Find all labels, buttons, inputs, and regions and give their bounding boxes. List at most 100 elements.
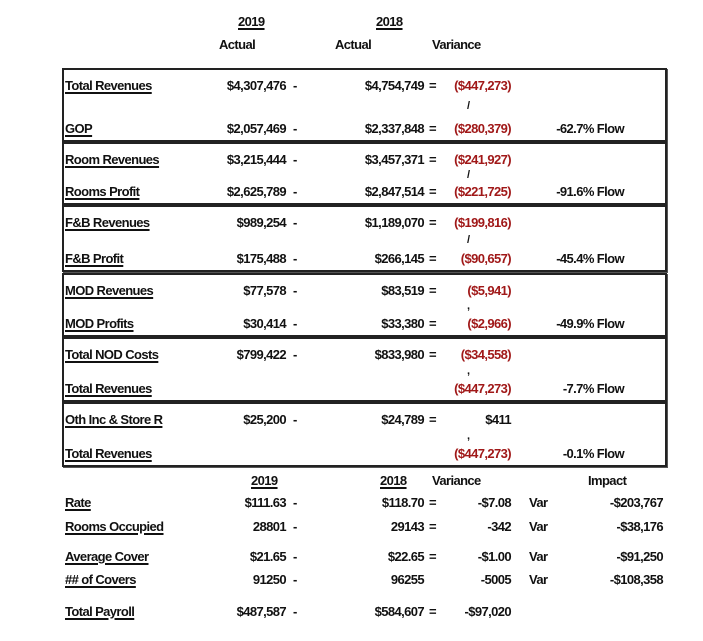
impact-value: -$91,250	[616, 549, 663, 564]
var-label: Var	[529, 495, 548, 510]
minus-sign: -	[293, 251, 297, 266]
variance-value: ($241,927)	[454, 152, 511, 167]
minus-sign: -	[293, 78, 297, 93]
row-label: Average Cover	[65, 549, 149, 564]
variance-value: -342	[487, 519, 511, 534]
var-label: Var	[529, 549, 548, 564]
header-impact: Impact	[588, 473, 627, 488]
value-2018: $2,847,514	[364, 184, 425, 199]
minus-sign: -	[293, 495, 297, 510]
value-2018: $3,457,371	[364, 152, 425, 167]
row-label: F&B Profit	[65, 251, 124, 266]
value-2018: $2,337,848	[364, 121, 425, 136]
minus-sign: -	[293, 152, 297, 167]
variance-value: ($447,273)	[454, 78, 511, 93]
equals-sign: =	[429, 152, 437, 167]
value-2019: $3,215,444	[226, 152, 287, 167]
value-2019: $175,488	[236, 251, 287, 266]
divide-sign: ,	[467, 300, 470, 312]
header-variance: Variance	[432, 473, 481, 488]
impact-value: -$38,176	[616, 519, 663, 534]
row-label: MOD Profits	[65, 316, 134, 331]
value-2018: $118.70	[381, 495, 425, 510]
value-2019: $487,587	[236, 604, 287, 619]
equals-sign: =	[429, 215, 437, 230]
flow-percent: -62.7% Flow	[556, 121, 624, 136]
header-variance: Variance	[432, 37, 481, 52]
equals-sign: =	[429, 519, 437, 534]
minus-sign: -	[293, 283, 297, 298]
minus-sign: -	[293, 347, 297, 362]
header-actual-2019: Actual	[219, 37, 256, 52]
value-2019: $4,307,476	[226, 78, 287, 93]
value-2018: $266,145	[374, 251, 425, 266]
header-year-2019: 2019	[238, 14, 265, 29]
variance-value: ($199,816)	[454, 215, 511, 230]
equals-sign: =	[429, 251, 437, 266]
divide-sign: ,	[467, 429, 470, 442]
value-2019: $2,625,789	[226, 184, 287, 199]
variance-value: -$97,020	[464, 604, 511, 619]
flow-percent: -49.9% Flow	[556, 316, 624, 331]
row-label: Total Revenues	[65, 381, 152, 396]
divide-sign: /	[467, 233, 470, 246]
value-2019: $989,254	[236, 215, 287, 230]
value-2019: $799,422	[236, 347, 287, 362]
row-label: Total NOD Costs	[65, 347, 159, 362]
variance-value: ($221,725)	[454, 184, 511, 199]
value-2019: $21.65	[249, 549, 287, 564]
equals-sign: =	[429, 604, 437, 619]
variance-value: -$1.00	[477, 549, 512, 564]
header-year-2018: 2018	[376, 14, 403, 29]
equals-sign: =	[429, 121, 437, 136]
variance-value: ($34,558)	[460, 347, 512, 362]
minus-sign: -	[293, 412, 297, 427]
flow-percent: -91.6% Flow	[556, 184, 624, 199]
header-year-2019: 2019	[251, 473, 278, 488]
group-box	[62, 337, 667, 402]
variance-value: -5005	[480, 572, 512, 587]
equals-sign: =	[429, 316, 437, 331]
minus-sign: -	[293, 316, 297, 331]
impact-value: -$203,767	[609, 495, 664, 510]
row-label: GOP	[65, 121, 93, 136]
minus-sign: -	[293, 519, 297, 534]
row-label: MOD Revenues	[65, 283, 154, 298]
var-label: Var	[529, 519, 548, 534]
minus-sign: -	[293, 604, 297, 619]
row-label: Total Payroll	[65, 604, 135, 619]
equals-sign: =	[429, 283, 437, 298]
divide-sign: /	[467, 100, 470, 112]
value-2019: $77,578	[243, 283, 286, 298]
value-2019: $25,200	[243, 412, 286, 427]
row-label: Total Revenues	[65, 446, 152, 461]
value-2019: $111.63	[244, 495, 287, 510]
impact-value: -$108,358	[609, 572, 664, 587]
var-label: Var	[529, 572, 548, 587]
row-label: F&B Revenues	[65, 215, 150, 230]
value-2018: $584,607	[374, 604, 425, 619]
divide-sign: /	[467, 168, 470, 181]
value-2018: $33,380	[381, 316, 424, 331]
minus-sign: -	[293, 121, 297, 136]
flow-percent: -0.1% Flow	[562, 446, 625, 461]
value-2018: $24,789	[381, 412, 424, 427]
divide-sign: ,	[467, 364, 470, 377]
variance-value: ($447,273)	[454, 446, 511, 461]
equals-sign: =	[429, 549, 437, 564]
variance-value: $411	[485, 412, 511, 427]
variance-value: ($90,657)	[460, 251, 512, 266]
row-label: Rate	[65, 495, 91, 510]
value-2019: 28801	[252, 519, 287, 534]
header-year-2018: 2018	[380, 473, 407, 488]
flow-percent: -45.4% Flow	[556, 251, 624, 266]
equals-sign: =	[429, 347, 437, 362]
value-2018: $4,754,749	[364, 78, 425, 93]
minus-sign: -	[293, 184, 297, 199]
equals-sign: =	[429, 412, 437, 427]
value-2018: 96255	[390, 572, 425, 587]
equals-sign: =	[429, 78, 437, 93]
equals-sign: =	[429, 184, 437, 199]
minus-sign: -	[293, 572, 297, 587]
value-2019: 91250	[252, 572, 287, 587]
